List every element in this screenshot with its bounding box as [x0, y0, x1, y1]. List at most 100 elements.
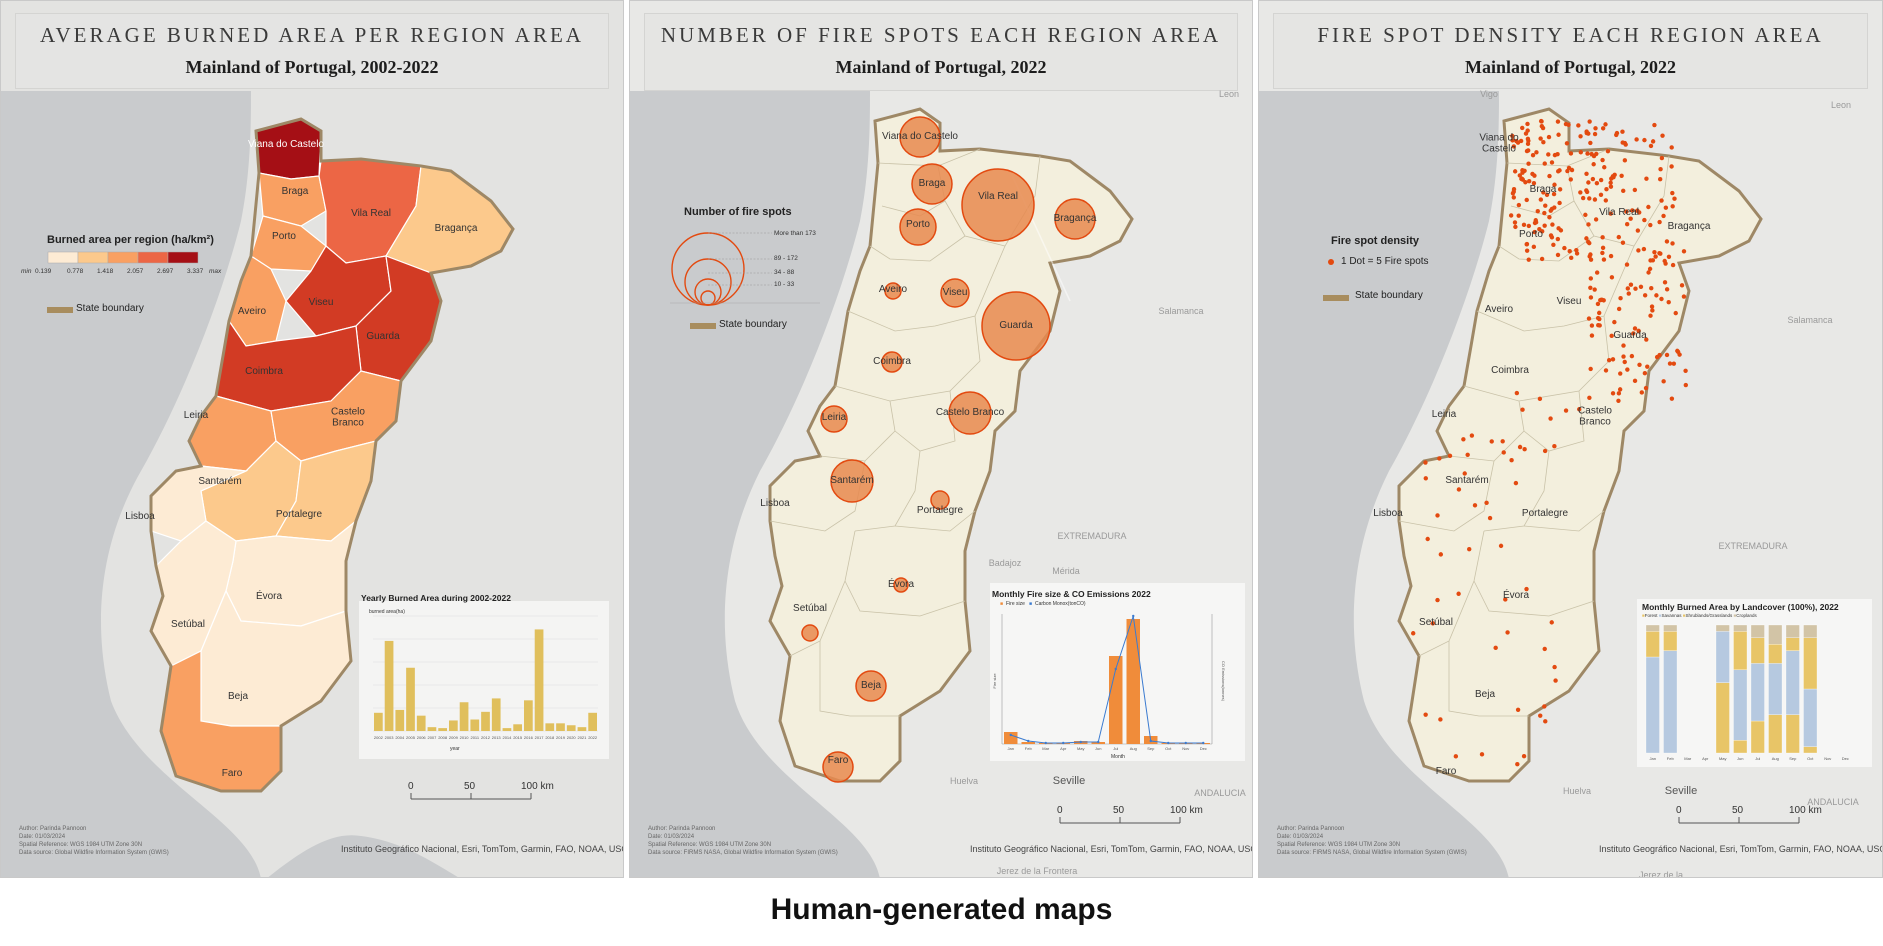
fire-dot [1657, 176, 1663, 182]
fire-dot [1670, 262, 1676, 268]
fire-dot [1672, 196, 1677, 201]
panel-title: FIRE SPOT DENSITY EACH REGION AREA [1317, 23, 1824, 47]
fire-dot [1650, 308, 1655, 313]
y2-axis-label: CO Emissions(tonnes) [1221, 661, 1226, 702]
region-label: Évora [887, 578, 915, 590]
fire-spot-bubble [1054, 198, 1096, 240]
fire-dot [1649, 304, 1655, 309]
fire-dot [1566, 165, 1572, 171]
panel-header: FIRE SPOT DENSITY EACH REGION AREA Mainl… [1273, 13, 1868, 89]
fire-dot [1580, 195, 1586, 201]
region-label: Castelo Branco [1578, 405, 1612, 427]
fire-dot [1652, 122, 1657, 128]
fire-dot [1447, 453, 1453, 459]
region-label: Castelo Branco [935, 406, 1005, 418]
fire-dot [1541, 190, 1546, 195]
x-tick-label: Oct [1807, 756, 1814, 761]
fire-dot [1663, 205, 1669, 210]
x-tick-label: Dec [1842, 756, 1849, 761]
bar [459, 702, 469, 731]
region-label: Faro [1435, 765, 1457, 777]
fire-dot [1630, 208, 1635, 213]
fire-dot [1423, 476, 1428, 481]
fire-dot [1583, 212, 1588, 218]
fire-dot [1498, 543, 1504, 549]
fire-dot [1632, 326, 1638, 331]
legend-dot-label: 1 Dot = 5 Fire spots [1341, 256, 1429, 267]
region-label: Guarda [366, 330, 400, 342]
fire-dot [1616, 391, 1622, 396]
fire-dot [1516, 213, 1521, 218]
fire-dot [1556, 226, 1561, 231]
x-tick-label: 2009 [449, 735, 459, 740]
fire-dot [1532, 229, 1537, 235]
x-tick-label: Feb [1025, 746, 1033, 751]
fire-dot [1637, 362, 1642, 367]
fire-dot [1539, 119, 1544, 124]
fire-dot [1549, 620, 1554, 625]
fire-dot [1591, 162, 1596, 167]
fire-dot [1453, 754, 1459, 759]
fire-spot-bubble [830, 459, 874, 503]
fire-dot [1515, 761, 1520, 767]
region-label: Bragança [434, 222, 478, 234]
region-label: Guarda [999, 319, 1033, 331]
fire-dot [1664, 352, 1670, 358]
fire-dot [1644, 176, 1649, 181]
region-label: Viana do Castelo [248, 138, 324, 150]
fire-dot [1530, 171, 1535, 177]
region-label: Portalegre [916, 504, 964, 516]
fire-dot [1437, 456, 1442, 461]
bar [577, 727, 587, 731]
fire-dot [1675, 348, 1680, 354]
fire-dot [1622, 359, 1627, 365]
region-label: Portalegre [275, 508, 323, 520]
state-boundary-label: State boundary [76, 303, 144, 314]
fire-dot [1508, 213, 1514, 218]
fire-dot [1526, 257, 1531, 262]
fire-dot [1510, 138, 1515, 143]
fire-dot [1620, 240, 1626, 245]
fire-dot [1548, 416, 1553, 421]
fire-dot [1566, 122, 1571, 128]
fire-dot [1588, 257, 1594, 262]
co-point [1132, 614, 1135, 618]
fire-dot [1679, 283, 1685, 288]
bar [588, 712, 597, 731]
x-tick-label: Jan [1650, 756, 1656, 761]
fire-dot [1521, 753, 1527, 759]
region-label: Setúbal [171, 618, 205, 630]
fire-dot [1555, 119, 1561, 124]
x-tick-label: 2016 [524, 735, 534, 740]
fire-dot [1549, 160, 1555, 165]
region-label: Beja [227, 690, 249, 702]
fire-dot [1585, 151, 1590, 156]
bar [1126, 619, 1140, 744]
fire-dot [1596, 323, 1601, 328]
fire-dot [1635, 228, 1641, 233]
region-label: Porto [272, 230, 296, 242]
fire-dot [1539, 124, 1545, 129]
fire-dot [1469, 433, 1475, 438]
map-credit: Instituto Geográfico Nacional, Esri, Tom… [970, 844, 1253, 854]
region-label: Guarda [1613, 329, 1647, 341]
fire-dot [1438, 717, 1443, 722]
fire-dot [1621, 354, 1626, 359]
fire-dot [1602, 165, 1607, 170]
map-fire-spots-svg: Jan Feb Mar Apr May Jun Jul Aug Sep Oct Nov Dec Fire… [630, 1, 1252, 877]
fire-dot [1616, 398, 1621, 403]
fire-dot [1569, 255, 1574, 261]
fire-dot [1623, 142, 1628, 147]
x-tick-label: 2018 [545, 735, 555, 740]
fire-dot [1608, 253, 1614, 259]
fire-dot [1430, 621, 1436, 626]
stacked-bar-segment [1663, 650, 1678, 754]
stacked-bar-segment [1645, 624, 1660, 632]
panel-subtitle: Mainland of Portugal, 2022 [1464, 57, 1676, 77]
fire-dot [1618, 295, 1623, 301]
x-tick-label: 2014 [502, 735, 512, 740]
stacked-bar-segment [1785, 650, 1800, 715]
fire-dot [1593, 217, 1599, 222]
stacked-bar-segment [1750, 663, 1765, 722]
map-credit: Instituto Geográfico Nacional, Esri, Tom… [1599, 844, 1883, 854]
